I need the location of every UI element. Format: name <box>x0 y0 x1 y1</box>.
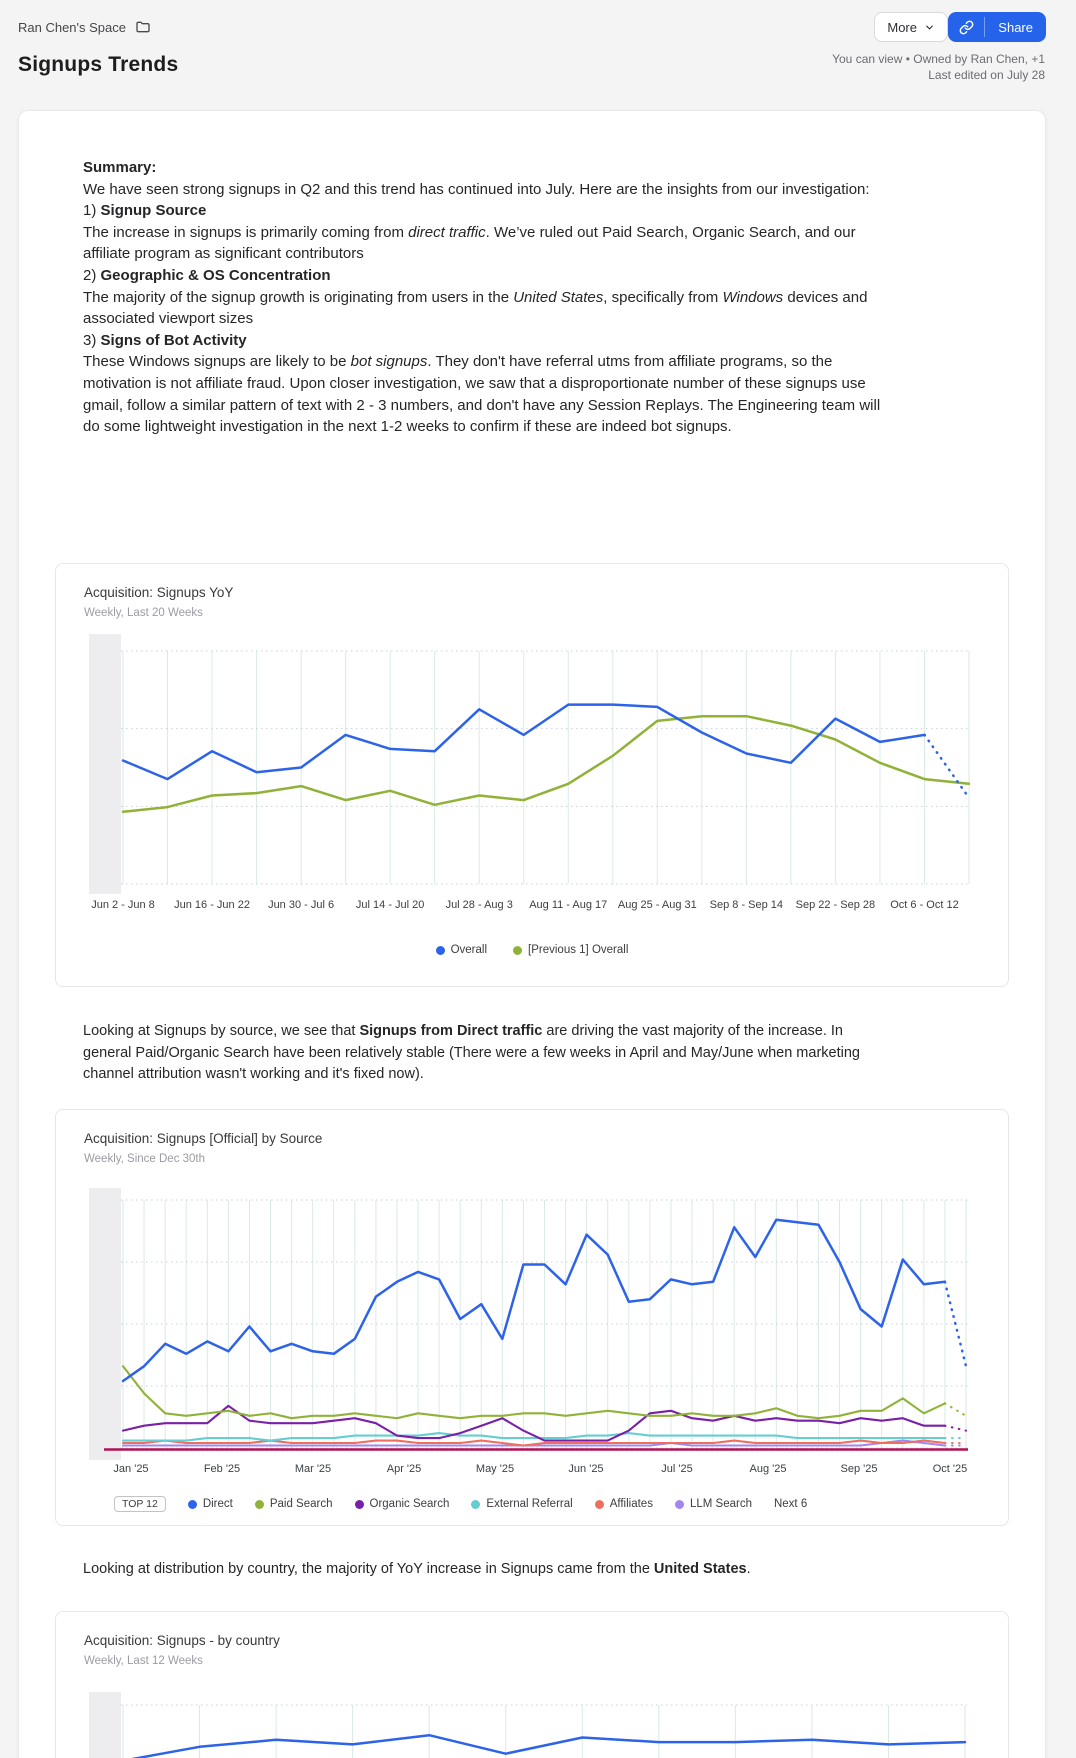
x-tick-label: Mar '25 <box>294 1463 332 1475</box>
chart-subtitle: Weekly, Last 12 Weeks <box>84 1655 203 1667</box>
chart-legend: TOP 12 Direct Paid Search Organic Search Ext… <box>114 1496 807 1512</box>
legend-item[interactable]: Organic Search <box>354 1498 450 1510</box>
legend-dot-icon <box>435 945 445 955</box>
chart-card-signups-by-source[interactable]: Acquisition: Signups [Official] by Sourc… <box>55 1109 1009 1526</box>
legend-label: Organic Search <box>369 1498 450 1510</box>
legend-label: Affiliates <box>609 1498 653 1510</box>
chart-title: Acquisition: Signups [Official] by Sourc… <box>84 1131 323 1146</box>
chart-title: Acquisition: Signups YoY <box>84 585 234 600</box>
document-meta: You can view • Owned by Ran Chen, +1 Las… <box>832 51 1045 83</box>
legend-dot-icon <box>354 1499 364 1509</box>
x-tick-label: Jul '25 <box>661 1463 693 1475</box>
x-tick-label: Sep 8 - Sep 14 <box>709 899 784 911</box>
chart-title: Acquisition: Signups - by country <box>84 1633 280 1648</box>
x-tick-label: Aug '25 <box>749 1463 787 1475</box>
legend-item[interactable]: [Previous 1] Overall <box>513 944 628 956</box>
space-name: Ran Chen's Space <box>18 19 126 35</box>
x-tick-label: Jul 14 - Jul 20 <box>355 899 425 911</box>
x-tick-label: Feb '25 <box>203 1463 241 1475</box>
legend-dot-icon <box>471 1499 481 1509</box>
last-edited: Last edited on July 28 <box>928 68 1045 82</box>
chart-card-signups-by-country[interactable]: Acquisition: Signups - by country Weekly… <box>55 1611 1009 1758</box>
link-icon <box>959 20 974 34</box>
copy-link-button[interactable] <box>948 12 984 42</box>
page-title: Signups Trends <box>18 53 179 76</box>
chart-legend: Overall [Previous 1] Overall <box>56 944 1008 956</box>
legend-label: LLM Search <box>689 1498 752 1510</box>
line-chart-signups-by-source <box>104 1199 968 1451</box>
x-tick-label: Jun '25 <box>568 1463 604 1475</box>
line-chart-signups-yoy <box>121 650 971 885</box>
x-tick-label: Sep 22 - Sep 28 <box>795 899 876 911</box>
x-tick-label: Jan '25 <box>113 1463 149 1475</box>
legend-label: Direct <box>202 1498 233 1510</box>
folder-icon <box>136 21 150 33</box>
x-tick-label: Aug 11 - Aug 17 <box>529 899 608 911</box>
x-tick-label: Sep '25 <box>840 1463 878 1475</box>
y-axis-collapsed[interactable] <box>89 1692 121 1758</box>
legend-item[interactable]: External Referral <box>471 1498 573 1510</box>
y-axis-collapsed[interactable] <box>89 634 121 894</box>
legend-label: Overall <box>450 944 488 956</box>
x-tick-label: Jul 28 - Aug 3 <box>445 899 513 911</box>
legend-label: Paid Search <box>269 1498 333 1510</box>
legend-item[interactable]: Paid Search <box>254 1498 333 1510</box>
legend-dot-icon <box>187 1499 197 1509</box>
permission-line: You can view • Owned by Ran Chen, +1 <box>832 52 1045 66</box>
more-button-label: More <box>887 19 917 35</box>
legend-item[interactable]: Overall <box>435 944 488 956</box>
more-button[interactable]: More <box>874 12 948 42</box>
legend-item[interactable]: Affiliates <box>594 1498 653 1510</box>
legend-next6[interactable]: Next 6 <box>773 1498 808 1510</box>
legend-dot-icon <box>254 1499 264 1509</box>
x-tick-label: Jun 16 - Jun 22 <box>174 899 250 911</box>
breadcrumb-space[interactable]: Ran Chen's Space <box>18 19 151 35</box>
y-axis-collapsed[interactable] <box>89 1188 121 1460</box>
x-tick-label: Aug 25 - Aug 31 <box>617 899 697 911</box>
chart-subtitle: Weekly, Since Dec 30th <box>84 1153 206 1165</box>
chart-subtitle: Weekly, Last 20 Weeks <box>84 607 203 619</box>
legend-item[interactable]: Direct <box>187 1498 233 1510</box>
legend-dot-icon <box>594 1499 604 1509</box>
x-tick-label: Oct 6 - Oct 12 <box>890 899 959 911</box>
x-tick-label: Jun 30 - Jul 6 <box>268 899 335 911</box>
legend-label: [Previous 1] Overall <box>528 944 629 956</box>
chevron-down-icon <box>926 25 933 29</box>
legend-dot-icon <box>513 945 523 955</box>
legend-item[interactable]: LLM Search <box>674 1498 752 1510</box>
legend-chip-top12[interactable]: TOP 12 <box>114 1496 166 1512</box>
legend-label: External Referral <box>486 1498 573 1510</box>
document-card: Summary: We have seen strong signups in Q… <box>18 110 1046 1758</box>
share-split-button: Share <box>948 12 1046 42</box>
paragraph-country: Looking at distribution by country, the … <box>83 1561 751 1577</box>
x-tick-label: May '25 <box>475 1463 515 1475</box>
chart-card-signups-yoy[interactable]: Acquisition: Signups YoY Weekly, Last 20… <box>55 563 1009 987</box>
legend-dot-icon <box>674 1499 684 1509</box>
x-tick-label: Jun 2 - Jun 8 <box>91 899 155 911</box>
line-chart-signups-by-country <box>121 1704 967 1758</box>
share-button[interactable]: Share <box>985 12 1046 42</box>
paragraph-source: Looking at Signups by source, we see tha… <box>83 1023 860 1083</box>
x-tick-label: Apr '25 <box>386 1463 422 1475</box>
button-divider <box>984 17 986 37</box>
summary-text: Summary: We have seen strong signups in Q… <box>83 159 881 436</box>
x-tick-label: Oct '25 <box>932 1463 968 1475</box>
